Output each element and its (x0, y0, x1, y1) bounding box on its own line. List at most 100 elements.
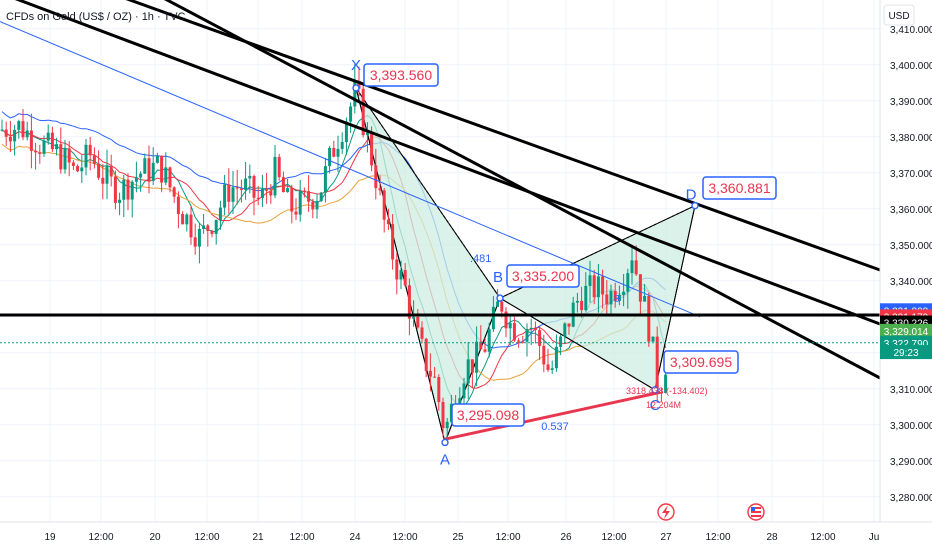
candle-body (336, 148, 340, 157)
trendline-blue-channel (0, 21, 701, 318)
trendline-support-line (444, 390, 661, 441)
y-tick-label: 3,290.000 (890, 457, 932, 468)
d-value-label-box (702, 176, 777, 200)
x-tick-label: 12:00 (810, 532, 835, 543)
candle-body (307, 191, 311, 202)
price-tag-text-5: 29:23 (893, 348, 918, 359)
candle-body (214, 220, 218, 234)
candle-body (130, 181, 134, 200)
candle-body (475, 341, 479, 373)
candle-body (349, 106, 353, 122)
candle-body (71, 162, 75, 166)
y-tick-label: 3,400.000 (890, 61, 932, 72)
candle-body (88, 144, 92, 156)
price-tag-5 (880, 345, 932, 360)
candle-body (521, 341, 525, 343)
x-tick-label: 19 (44, 532, 56, 543)
candle-body (445, 421, 449, 429)
candle-body (395, 259, 399, 280)
candle-body (8, 136, 12, 142)
currency-button[interactable]: USD (883, 4, 915, 26)
us-flag-icon[interactable] (747, 503, 765, 521)
harmonic-pattern (355, 87, 696, 445)
candles (0, 64, 668, 439)
x-value-label-text: 3,393.560 (370, 67, 432, 83)
candle-body (559, 336, 563, 347)
x-tick-label: 12:00 (495, 532, 520, 543)
candle-body (370, 132, 374, 166)
price-tag-text-4: 3,322.790 (884, 339, 929, 350)
candle-body (353, 81, 357, 107)
candle-body (155, 155, 159, 163)
candle-body (298, 190, 302, 215)
candle-body (664, 374, 668, 393)
candle-body (504, 311, 508, 329)
pattern-point-x (352, 84, 360, 92)
candle-body (496, 301, 500, 307)
price-label-stack: 3,331.8083,331.1793,330.2263,329.0143,32… (880, 303, 932, 360)
candle-body (374, 165, 378, 189)
y-tick-label: 3,380.000 (890, 133, 932, 144)
candle-body (659, 391, 663, 393)
candle-body (386, 219, 390, 225)
candle-body (235, 187, 239, 189)
price-tag-3 (880, 323, 932, 338)
candle-body (185, 214, 189, 225)
candle-body (239, 188, 243, 190)
candle-body (500, 301, 504, 312)
candle-body (470, 359, 474, 373)
y-tick-label: 3,410.000 (890, 25, 932, 36)
candle-body (441, 401, 445, 429)
c-value-label: 3,309.695 (663, 350, 739, 374)
y-tick-label: 3,390.000 (890, 97, 932, 108)
candle-body (617, 294, 621, 301)
candle-body (323, 166, 327, 193)
a-value-label-box (451, 403, 525, 427)
chart-title: CFDs on Gold (US$ / OZ) · 1h · TVC (6, 11, 186, 23)
candle-body (546, 364, 550, 370)
candle-body (277, 156, 281, 178)
x-tick-label: 12:00 (289, 532, 314, 543)
candle-body (139, 173, 143, 178)
candle-body (118, 199, 122, 203)
c-value-label-text: 3,309.695 (670, 354, 732, 370)
candle-body (260, 188, 264, 199)
candle-body (563, 323, 567, 337)
candle-body (416, 316, 420, 328)
x-tick-label: 24 (349, 532, 361, 543)
trendline-x-ray-1 (163, 0, 881, 380)
candle-body (101, 177, 105, 184)
candle-body (84, 144, 88, 168)
candle-body (13, 129, 17, 142)
pattern-leg-cd (654, 205, 696, 391)
candle-body (193, 237, 197, 247)
candle-body (420, 327, 424, 339)
candle-body (269, 190, 273, 196)
candle-body (55, 144, 59, 150)
lightning-icon[interactable] (657, 503, 675, 521)
ratio-abc: 0.537 (541, 421, 569, 433)
candle-body (294, 211, 298, 215)
x-value-label: 3,393.560 (363, 63, 439, 87)
candle-body (483, 349, 487, 352)
candle-body (580, 300, 584, 311)
candle-body (147, 158, 151, 181)
candle-body (92, 155, 96, 164)
x-tick-label: 20 (149, 532, 161, 543)
y-tick-label: 3,280.000 (890, 493, 932, 504)
candle-body (59, 144, 63, 170)
candle-body (630, 260, 634, 274)
candle-body (256, 197, 260, 199)
candle-body (109, 166, 113, 177)
candle-body (231, 187, 235, 202)
candle-body (357, 81, 361, 89)
candle-body (340, 141, 344, 149)
pattern-annotations: X A B C D 3,393.560 3,295.098 3,335.200 3,309.69… (351, 57, 777, 468)
candle-body (647, 295, 651, 342)
candle-body (0, 129, 4, 131)
x-tick-label: 12:00 (392, 532, 417, 543)
x-tick-label: 27 (660, 532, 672, 543)
candle-body (319, 192, 323, 202)
candle-body (210, 230, 214, 234)
